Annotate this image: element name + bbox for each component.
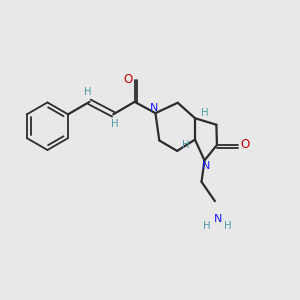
Text: O: O (241, 138, 250, 151)
Text: H: H (224, 221, 231, 231)
Text: H: H (111, 119, 118, 129)
Text: H: H (182, 140, 190, 150)
Text: O: O (124, 74, 133, 86)
Text: H: H (201, 108, 208, 118)
Text: N: N (150, 103, 158, 113)
Text: N: N (202, 161, 210, 171)
Text: H: H (203, 221, 210, 231)
Text: N: N (214, 214, 222, 224)
Text: H: H (84, 87, 92, 97)
